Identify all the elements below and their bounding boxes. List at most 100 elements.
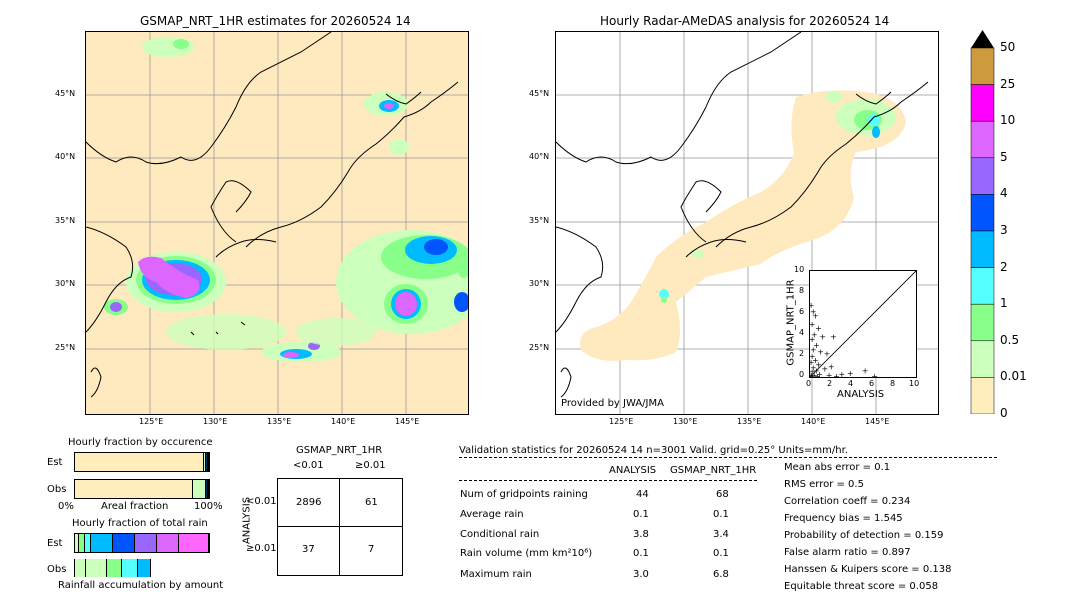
colorbar-segment	[970, 230, 995, 268]
occurrence-segment	[207, 480, 209, 498]
contingency-cell: 7	[368, 544, 375, 555]
left-lat-tick: 45°N	[55, 89, 76, 98]
rain-fraction-title: Hourly fraction of total rain	[72, 518, 208, 529]
occurrence-obs-label: Obs	[47, 484, 67, 495]
right-lon-tick: 125°E	[609, 417, 634, 426]
left-lat-tick: 35°N	[55, 216, 76, 225]
scatter-point: +	[815, 360, 822, 369]
colorbar-segment	[970, 377, 995, 415]
colorbar-segments	[970, 47, 995, 415]
scatter-point: +	[815, 324, 822, 333]
stats-row-gsmap: 68	[716, 489, 729, 500]
right-lat-tick: 25°N	[529, 343, 550, 352]
colorbar-label: 25	[1000, 76, 1016, 91]
colorbar-label: 5	[1000, 149, 1008, 164]
left-lat-tick: 40°N	[55, 152, 76, 161]
rain-fraction-segment	[91, 534, 113, 552]
rain-fraction-est-label: Est	[47, 538, 63, 549]
stats-row-label: Num of gridpoints raining	[460, 489, 588, 500]
score-line: RMS error = 0.5	[784, 479, 864, 490]
left-lat-tick: 30°N	[55, 279, 76, 288]
contingency-col-2: ≥0.01	[355, 460, 386, 471]
left-lon-tick: 145°E	[395, 417, 420, 426]
left-precip-fields	[104, 37, 468, 362]
scatter-point: +	[810, 371, 814, 377]
scatter-point: +	[810, 320, 815, 329]
score-line: Hanssen & Kuipers score = 0.138	[784, 564, 952, 575]
scatter-point: +	[811, 371, 818, 377]
scatter-point: +	[810, 372, 815, 377]
scatter-point: +	[814, 372, 821, 377]
colorbar-segment	[970, 194, 995, 232]
scatter-y-tick: 6	[799, 307, 805, 316]
scatter-x-tick: 0	[806, 379, 812, 388]
scatter-point: +	[871, 372, 878, 377]
colorbar-segment	[970, 340, 995, 378]
score-line: Equitable threat score = 0.058	[784, 581, 939, 592]
right-map-title: Hourly Radar-AMeDAS analysis for 2026052…	[600, 14, 890, 28]
right-lon-tick: 135°E	[737, 417, 762, 426]
stats-row-gsmap: 6.8	[713, 569, 729, 580]
rain-fraction-segment	[75, 534, 79, 552]
colorbar-label: 3	[1000, 223, 1008, 237]
scatter-x-tick: 8	[890, 379, 896, 388]
scatter-point: +	[810, 345, 817, 354]
right-lon-tick: 140°E	[801, 417, 826, 426]
contingency-row-1: <0.01	[246, 496, 277, 507]
scatter-point: +	[810, 363, 817, 372]
contingency-cell: 61	[365, 497, 378, 508]
stats-col-analysis: ANALYSIS	[609, 465, 657, 476]
colorbar-segment	[970, 267, 995, 305]
rain-fraction-segment	[75, 559, 86, 577]
scatter-point: +	[810, 352, 815, 361]
left-lat-tick: 25°N	[55, 343, 76, 352]
occurrence-segment	[206, 453, 208, 471]
right-lat-tick: 45°N	[529, 89, 550, 98]
score-line: False alarm ratio = 0.897	[784, 547, 911, 558]
stats-row-gsmap: 0.1	[713, 548, 729, 559]
occurrence-est-label: Est	[47, 457, 63, 468]
colorbar-label: 10	[1000, 113, 1016, 128]
colorbar-label: 0.01	[1000, 369, 1027, 384]
scatter-point: +	[828, 362, 835, 371]
scatter-plot: + + + + + + + + + + + + + + + + + + + + + + + + + + + + + + + + +	[808, 270, 917, 381]
scatter-svg: ++++ +++ + +++ ++ +++ + ++ +++ ++++ + ++++++	[808, 270, 917, 381]
colorbar	[970, 30, 995, 415]
scatter-point: +	[816, 370, 823, 377]
scatter-point: +	[810, 368, 815, 377]
scatter-point: +	[830, 333, 837, 342]
rain-fraction-segment	[137, 559, 152, 577]
occurrence-segment	[75, 453, 204, 471]
stats-row-analysis: 3.0	[633, 569, 649, 580]
right-lat-tick: 30°N	[529, 279, 550, 288]
stats-row-analysis: 3.8	[633, 529, 649, 540]
occurrence-segment	[75, 480, 193, 498]
scatter-point: +	[813, 341, 820, 350]
scatter-point: +	[810, 307, 817, 316]
contingency-vline	[339, 479, 340, 575]
colorbar-label: 4	[1000, 186, 1008, 201]
contingency-cell: 2896	[296, 497, 322, 508]
score-line: Probability of detection = 0.159	[784, 530, 944, 541]
occurrence-segment	[207, 453, 209, 471]
scatter-point: +	[812, 312, 819, 321]
rain-fraction-segment	[84, 534, 92, 552]
scatter-y-tick: 4	[799, 328, 805, 337]
stats-row-analysis: 0.1	[633, 509, 649, 520]
rain-fraction-obs-bar	[74, 559, 209, 577]
colorbar-segment	[970, 157, 995, 195]
scatter-y-tick: 0	[799, 370, 805, 379]
scatter-point: +	[821, 365, 828, 374]
right-lon-tick: 145°E	[865, 417, 890, 426]
stats-row-label: Rain volume (mm km²10⁶)	[460, 548, 593, 559]
scatter-point: +	[812, 356, 819, 365]
contingency-row-2: ≥0.01	[246, 543, 277, 554]
scatter-point: +	[847, 369, 854, 377]
left-lon-tick: 135°E	[267, 417, 292, 426]
colorbar-label: 50	[1000, 40, 1016, 54]
colorbar-label: 2	[1000, 259, 1008, 274]
stats-row-label: Average rain	[460, 509, 524, 520]
scatter-point: +	[810, 335, 815, 344]
rain-fraction-segment	[156, 534, 179, 552]
rain-fraction-obs-label: Obs	[47, 564, 67, 575]
